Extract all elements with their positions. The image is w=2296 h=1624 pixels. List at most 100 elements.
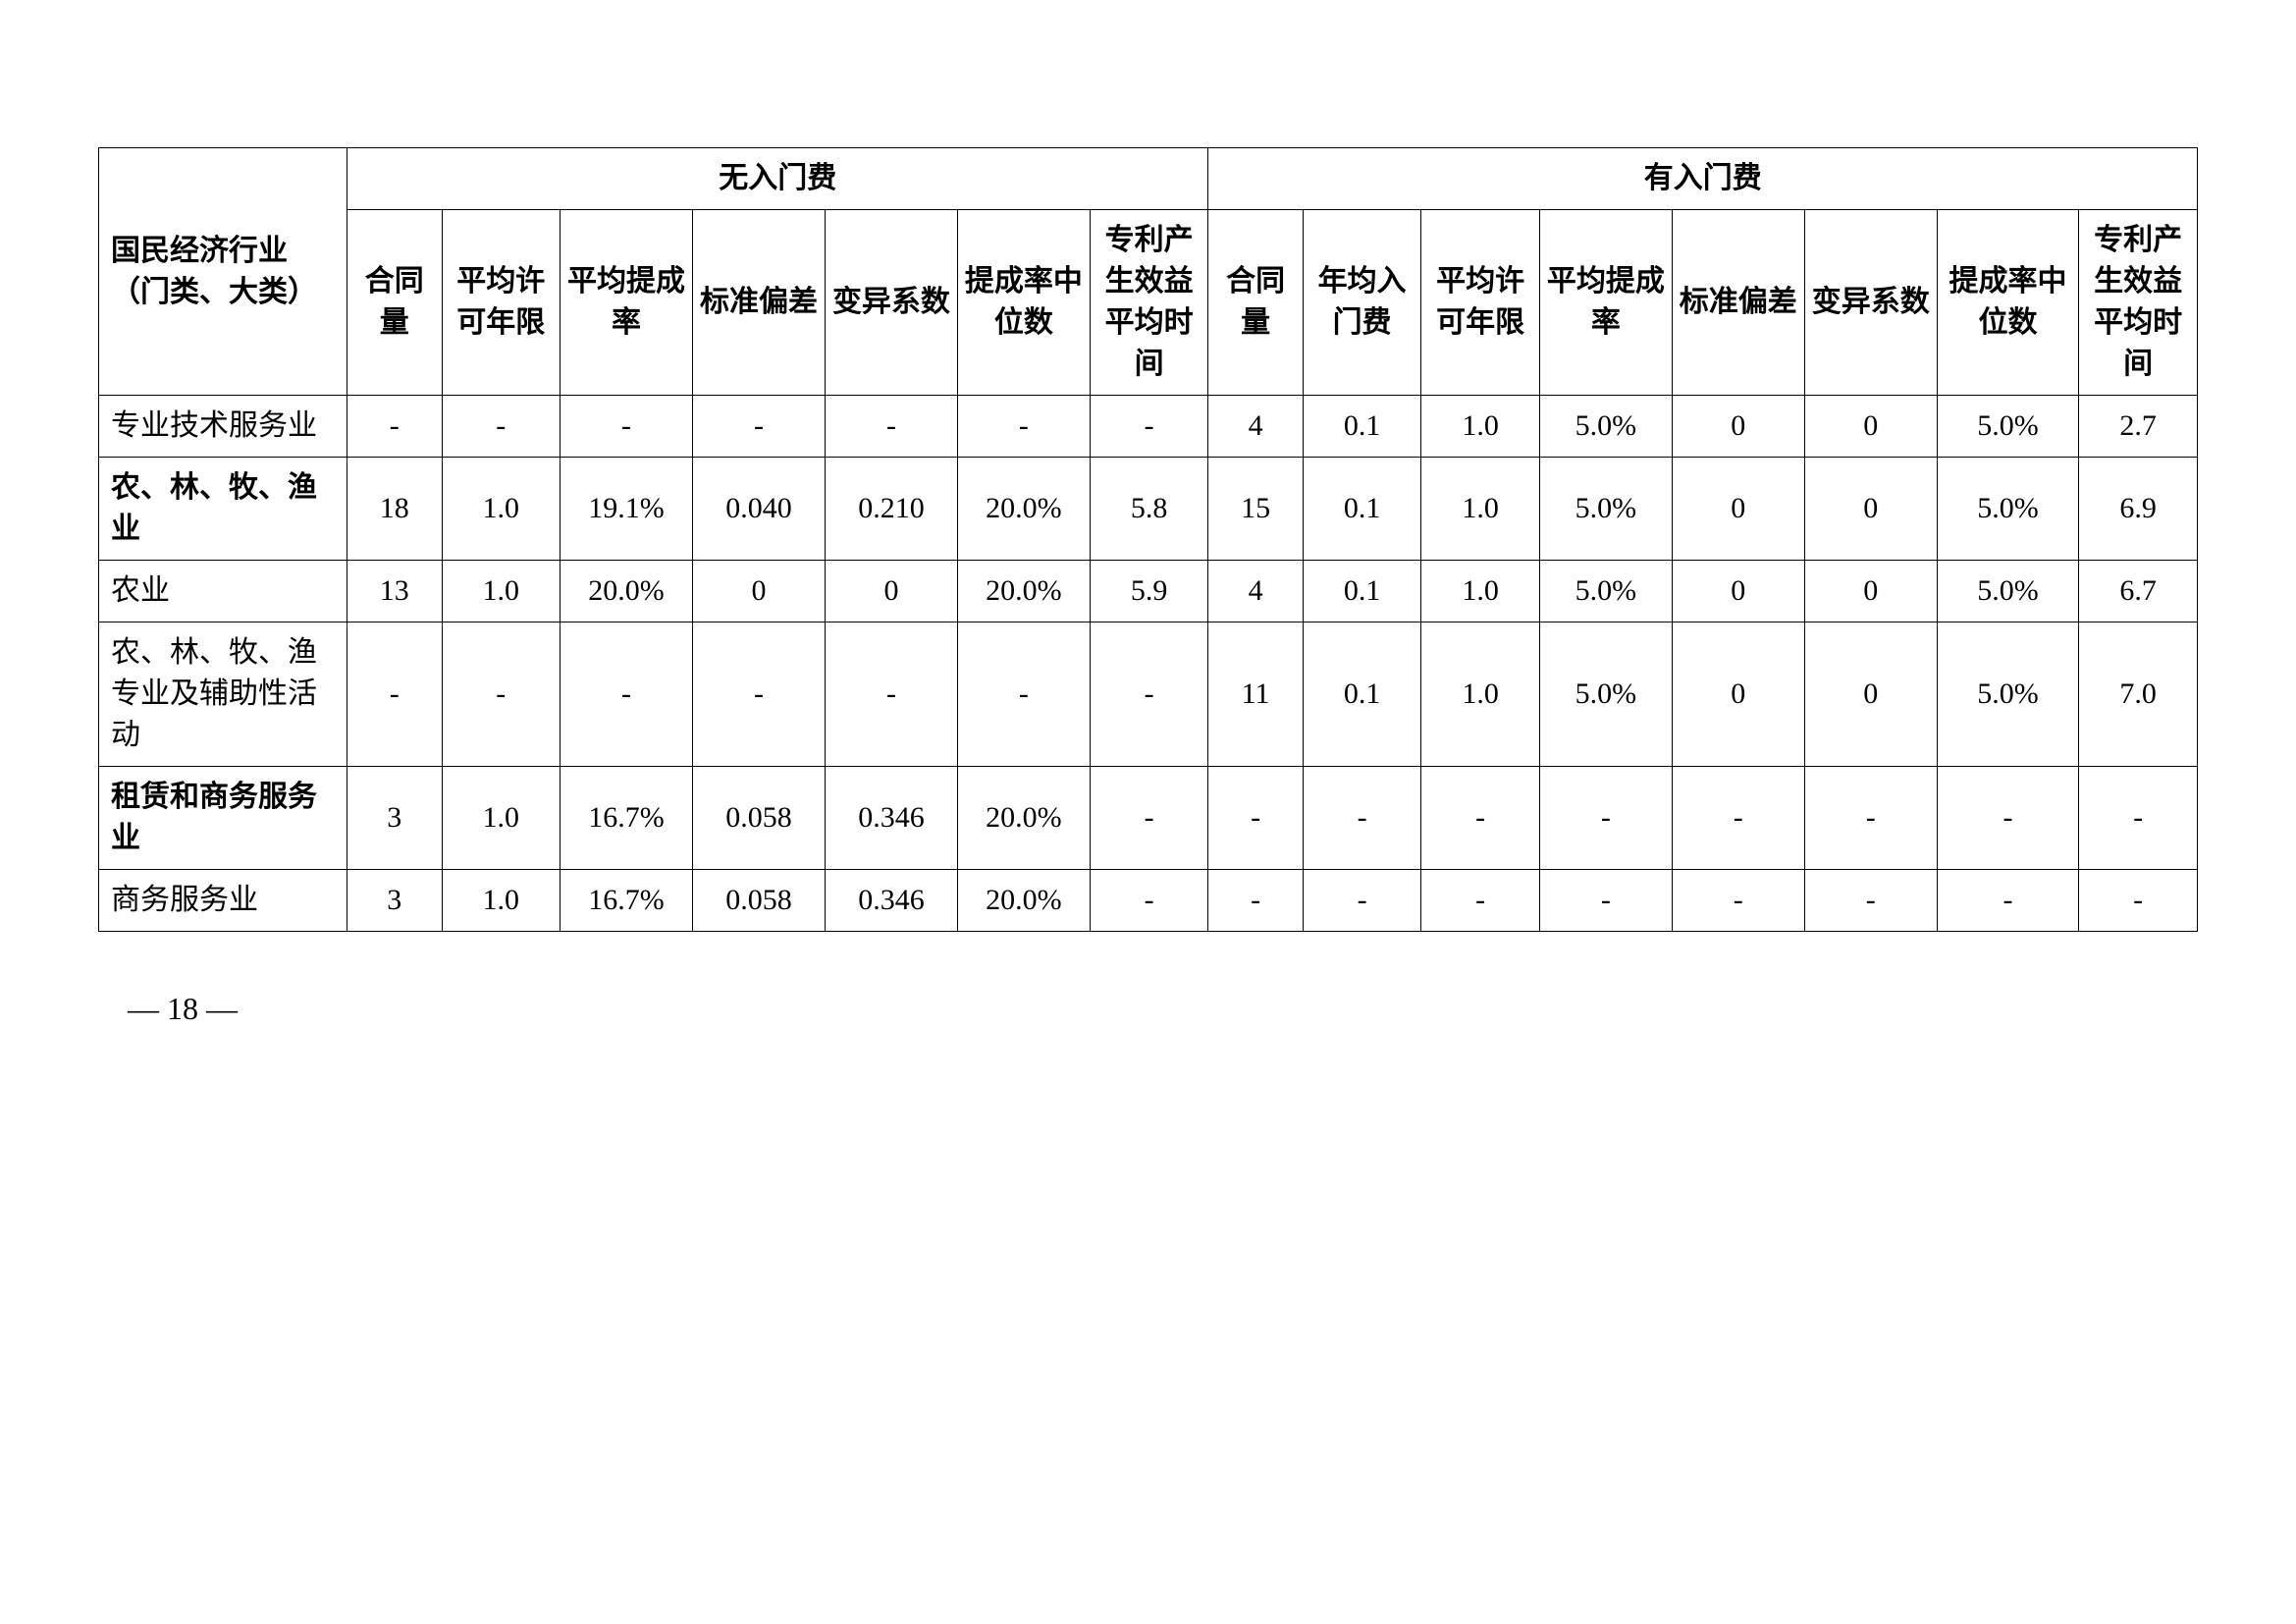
cell-with-fee: 0	[1804, 458, 1937, 561]
cell-no-fee: 0.346	[825, 870, 957, 932]
cell-with-fee: 5.0%	[1539, 561, 1672, 623]
cell-with-fee: -	[1804, 870, 1937, 932]
col-with-fee-2: 平均许可年限	[1421, 210, 1540, 396]
cell-no-fee: 5.8	[1090, 458, 1208, 561]
cell-no-fee: -	[1090, 623, 1208, 767]
cell-no-fee: -	[957, 396, 1090, 458]
row-label: 农、林、牧、渔专业及辅助性活动	[99, 623, 347, 767]
cell-with-fee: 1.0	[1421, 561, 1540, 623]
page-container: 国民经济行业（门类、大类） 无入门费 有入门费 合同量 平均许可年限 平均提成率…	[0, 0, 2296, 1086]
cell-with-fee: 15	[1208, 458, 1303, 561]
cell-with-fee: 0	[1672, 458, 1804, 561]
cell-no-fee: 0.058	[692, 767, 825, 870]
cell-with-fee: 7.0	[2079, 623, 2198, 767]
cell-no-fee: -	[1090, 396, 1208, 458]
cell-no-fee: 0	[825, 561, 957, 623]
row-label: 租赁和商务服务业	[99, 767, 347, 870]
row-label: 农、林、牧、渔业	[99, 458, 347, 561]
col-with-fee-7: 专利产生效益平均时间	[2079, 210, 2198, 396]
cell-no-fee: 18	[347, 458, 442, 561]
cell-with-fee: -	[1672, 870, 1804, 932]
table-row: 专业技术服务业-------40.11.05.0%005.0%2.7	[99, 396, 2198, 458]
cell-no-fee: 0.058	[692, 870, 825, 932]
cell-with-fee: -	[1303, 870, 1421, 932]
cell-with-fee: 5.0%	[1937, 623, 2079, 767]
header-subrow: 合同量 平均许可年限 平均提成率 标准偏差 变异系数 提成率中位数 专利产生效益…	[99, 210, 2198, 396]
cell-with-fee: 5.0%	[1937, 396, 2079, 458]
cell-with-fee: -	[1937, 870, 2079, 932]
cell-with-fee: 0.1	[1303, 458, 1421, 561]
header-group-no-fee: 无入门费	[347, 148, 1208, 210]
industry-table: 国民经济行业（门类、大类） 无入门费 有入门费 合同量 平均许可年限 平均提成率…	[98, 147, 2198, 932]
cell-no-fee: 20.0%	[957, 870, 1090, 932]
cell-with-fee: 5.0%	[1539, 396, 1672, 458]
cell-with-fee: -	[1208, 870, 1303, 932]
table-row: 农、林、牧、渔业181.019.1%0.0400.21020.0%5.8150.…	[99, 458, 2198, 561]
cell-no-fee: 0	[692, 561, 825, 623]
page-number: — 18 —	[128, 991, 2198, 1027]
cell-with-fee: 11	[1208, 623, 1303, 767]
cell-with-fee: 2.7	[2079, 396, 2198, 458]
cell-no-fee: -	[561, 396, 693, 458]
col-with-fee-5: 变异系数	[1804, 210, 1937, 396]
col-no-fee-4: 变异系数	[825, 210, 957, 396]
col-no-fee-1: 平均许可年限	[442, 210, 561, 396]
cell-no-fee: 0.210	[825, 458, 957, 561]
col-with-fee-3: 平均提成率	[1539, 210, 1672, 396]
cell-no-fee: -	[692, 623, 825, 767]
cell-with-fee: 5.0%	[1937, 561, 2079, 623]
cell-with-fee: 5.0%	[1539, 623, 1672, 767]
col-no-fee-0: 合同量	[347, 210, 442, 396]
cell-no-fee: 1.0	[442, 561, 561, 623]
cell-with-fee: -	[1937, 767, 2079, 870]
cell-with-fee: 0	[1672, 623, 1804, 767]
cell-with-fee: 0.1	[1303, 623, 1421, 767]
header-rowlabel: 国民经济行业（门类、大类）	[99, 148, 347, 396]
col-no-fee-6: 专利产生效益平均时间	[1090, 210, 1208, 396]
col-no-fee-5: 提成率中位数	[957, 210, 1090, 396]
cell-no-fee: 20.0%	[957, 767, 1090, 870]
table-row: 农、林、牧、渔专业及辅助性活动-------110.11.05.0%005.0%…	[99, 623, 2198, 767]
cell-no-fee: -	[561, 623, 693, 767]
cell-no-fee: 5.9	[1090, 561, 1208, 623]
col-with-fee-6: 提成率中位数	[1937, 210, 2079, 396]
cell-with-fee: 5.0%	[1539, 458, 1672, 561]
row-label: 专业技术服务业	[99, 396, 347, 458]
cell-no-fee: 20.0%	[957, 561, 1090, 623]
cell-no-fee: -	[442, 396, 561, 458]
cell-no-fee: 1.0	[442, 870, 561, 932]
cell-with-fee: -	[2079, 870, 2198, 932]
cell-no-fee: -	[1090, 767, 1208, 870]
cell-with-fee: 6.7	[2079, 561, 2198, 623]
cell-no-fee: -	[1090, 870, 1208, 932]
cell-no-fee: -	[825, 623, 957, 767]
cell-no-fee: 16.7%	[561, 870, 693, 932]
table-row: 租赁和商务服务业31.016.7%0.0580.34620.0%--------…	[99, 767, 2198, 870]
cell-no-fee: -	[825, 396, 957, 458]
cell-with-fee: -	[1421, 870, 1540, 932]
cell-with-fee: 0.1	[1303, 396, 1421, 458]
cell-with-fee: 1.0	[1421, 458, 1540, 561]
cell-with-fee: 1.0	[1421, 396, 1540, 458]
cell-no-fee: 16.7%	[561, 767, 693, 870]
cell-with-fee: 1.0	[1421, 623, 1540, 767]
cell-no-fee: 13	[347, 561, 442, 623]
col-with-fee-0: 合同量	[1208, 210, 1303, 396]
cell-with-fee: 0	[1804, 561, 1937, 623]
cell-no-fee: 1.0	[442, 767, 561, 870]
cell-with-fee: 0.1	[1303, 561, 1421, 623]
row-label: 商务服务业	[99, 870, 347, 932]
cell-with-fee: 0	[1804, 396, 1937, 458]
cell-with-fee: 5.0%	[1937, 458, 2079, 561]
cell-with-fee: 0	[1804, 623, 1937, 767]
cell-with-fee: 0	[1672, 396, 1804, 458]
header-group-with-fee: 有入门费	[1208, 148, 2198, 210]
cell-with-fee: -	[2079, 767, 2198, 870]
table-row: 农业131.020.0%0020.0%5.940.11.05.0%005.0%6…	[99, 561, 2198, 623]
cell-no-fee: -	[957, 623, 1090, 767]
cell-no-fee: 20.0%	[957, 458, 1090, 561]
cell-with-fee: -	[1208, 767, 1303, 870]
cell-with-fee: 0	[1672, 561, 1804, 623]
cell-with-fee: 6.9	[2079, 458, 2198, 561]
cell-no-fee: -	[692, 396, 825, 458]
